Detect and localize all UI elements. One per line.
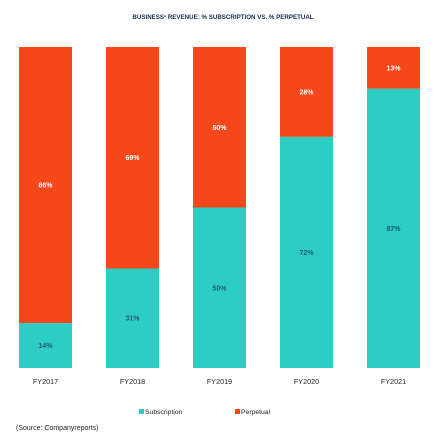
bar-subscription-fy2018 — [106, 268, 159, 368]
label-subscription-fy2017: 14% — [38, 343, 53, 350]
chart-title: BUSINESS¹ REVENUE: % SUBSCRIPTION VS. % … — [132, 14, 313, 21]
category-label-fy2020: FY2020 — [294, 377, 319, 386]
bars-group: 86% 14% 69% 31% 50% 50% 28% 72% 13% 87% — [19, 47, 420, 368]
bar-subscription-fy2019 — [193, 207, 246, 368]
category-label-fy2017: FY2017 — [33, 377, 58, 386]
legend-label-perpetual: Perpetual — [241, 409, 271, 416]
label-perpetual-fy2020: 28% — [299, 89, 314, 96]
bar-subscription-fy2020 — [280, 136, 333, 368]
legend: Subscription Perpetual — [139, 409, 271, 416]
category-label-fy2021: FY2021 — [381, 377, 406, 386]
label-subscription-fy2019: 50% — [212, 285, 227, 292]
bar-subscription-fy2021 — [367, 88, 420, 368]
label-subscription-fy2018: 31% — [125, 316, 140, 323]
bar-perpetual-fy2018 — [106, 47, 159, 269]
category-labels: FY2017 FY2018 FY2019 FY2020 FY2021 — [33, 377, 406, 386]
label-perpetual-fy2019: 50% — [212, 125, 227, 132]
legend-swatch-subscription — [139, 409, 144, 414]
bar-subscription-fy2017 — [19, 323, 72, 368]
legend-swatch-perpetual — [235, 409, 240, 414]
label-perpetual-fy2021: 13% — [386, 65, 401, 72]
category-label-fy2018: FY2018 — [120, 377, 145, 386]
bar-perpetual-fy2017 — [19, 47, 72, 324]
bar-perpetual-fy2019 — [193, 47, 246, 208]
label-subscription-fy2020: 72% — [299, 250, 314, 257]
legend-label-subscription: Subscription — [145, 409, 183, 416]
label-subscription-fy2021: 87% — [386, 226, 401, 233]
label-perpetual-fy2017: 86% — [38, 183, 53, 190]
category-label-fy2019: FY2019 — [207, 377, 232, 386]
label-perpetual-fy2018: 69% — [125, 155, 140, 162]
bar-perpetual-fy2020 — [280, 47, 333, 137]
bar-perpetual-fy2021 — [367, 47, 420, 89]
source-note: (Source: Companyreports) — [16, 425, 99, 432]
